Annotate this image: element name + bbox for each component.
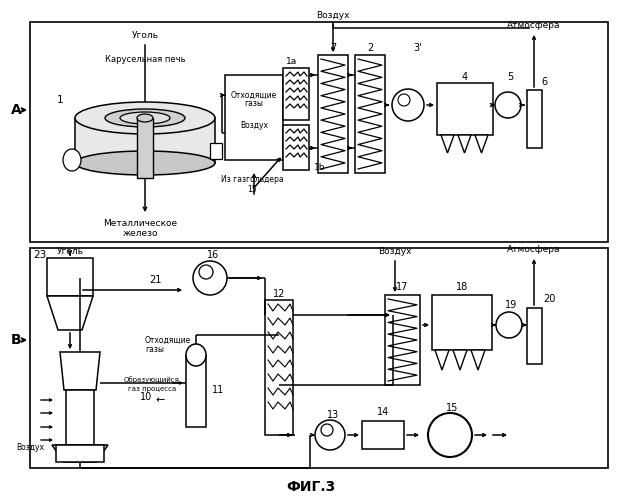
Bar (283, 125, 309, 170)
Text: 15: 15 (446, 403, 458, 413)
Text: Отходящие: Отходящие (231, 90, 277, 100)
Text: Воздух: Воздух (16, 444, 44, 452)
Bar (283, 68, 309, 120)
Bar (432, 295, 492, 350)
Text: 11: 11 (212, 385, 224, 395)
Bar (75, 118, 215, 163)
Circle shape (428, 413, 472, 457)
Text: Атмосфера: Атмосфера (507, 246, 561, 254)
Bar (318, 55, 348, 173)
Polygon shape (453, 350, 467, 370)
Ellipse shape (186, 344, 206, 366)
Bar (527, 90, 542, 148)
Text: Воздух: Воздух (316, 12, 350, 20)
Text: 5: 5 (507, 72, 513, 82)
Bar (437, 83, 493, 135)
Ellipse shape (137, 114, 153, 122)
Bar (210, 143, 222, 159)
Polygon shape (60, 352, 100, 390)
Bar (225, 75, 283, 160)
Text: B: B (11, 333, 21, 347)
Polygon shape (475, 135, 488, 153)
Text: Отходящие: Отходящие (145, 336, 191, 344)
Bar (265, 300, 293, 435)
Bar (385, 295, 420, 385)
Text: 13: 13 (327, 410, 339, 420)
Text: 18: 18 (456, 282, 468, 292)
Text: A: A (11, 103, 21, 117)
Text: Атмосфера: Атмосфера (507, 20, 561, 30)
Polygon shape (52, 445, 108, 462)
Bar (47, 258, 93, 296)
Text: 16: 16 (207, 250, 219, 260)
Ellipse shape (75, 151, 215, 175)
Polygon shape (47, 296, 93, 330)
Text: 1b: 1b (314, 162, 325, 172)
Text: Карусельная печь: Карусельная печь (105, 56, 185, 64)
Text: 3': 3' (413, 43, 422, 53)
Text: газы: газы (245, 100, 264, 108)
Text: 6: 6 (541, 77, 547, 87)
Text: железо: железо (122, 228, 158, 237)
Text: Металлическое: Металлическое (103, 220, 177, 228)
Polygon shape (435, 350, 449, 370)
Text: 7: 7 (330, 43, 336, 53)
Text: Воздух: Воздух (240, 120, 268, 130)
Text: 4: 4 (462, 72, 468, 82)
Circle shape (398, 94, 410, 106)
Text: Уголь: Уголь (57, 248, 83, 256)
Polygon shape (471, 350, 485, 370)
Ellipse shape (120, 112, 170, 124)
Text: 14: 14 (377, 407, 389, 417)
Text: 1: 1 (57, 95, 64, 105)
Circle shape (321, 424, 333, 436)
Bar (137, 118, 153, 178)
Ellipse shape (63, 149, 81, 171)
Text: газы: газы (145, 344, 164, 354)
Circle shape (392, 89, 424, 121)
Circle shape (193, 261, 227, 295)
Text: 20: 20 (543, 294, 555, 304)
Bar (30, 248, 608, 468)
Ellipse shape (75, 102, 215, 134)
Text: газ процесса: газ процесса (128, 386, 176, 392)
Circle shape (199, 265, 213, 279)
Bar (56, 445, 104, 462)
Text: ←: ← (155, 395, 164, 405)
Text: 17: 17 (396, 282, 408, 292)
Ellipse shape (105, 109, 185, 127)
Bar (186, 355, 206, 427)
Text: Уголь: Уголь (131, 30, 158, 40)
Polygon shape (458, 135, 471, 153)
Circle shape (315, 420, 345, 450)
Text: 1a: 1a (287, 58, 298, 66)
Text: 10: 10 (140, 392, 152, 402)
Polygon shape (441, 135, 454, 153)
Text: Образующийся: Образующийся (124, 376, 180, 384)
Text: 12: 12 (273, 289, 285, 299)
Text: Из газгольдера: Из газгольдера (221, 176, 283, 184)
Bar (30, 22, 608, 242)
Bar (527, 308, 542, 364)
Circle shape (495, 92, 521, 118)
Bar (66, 390, 94, 445)
Circle shape (496, 312, 522, 338)
Text: 15: 15 (247, 184, 257, 194)
Text: 21: 21 (149, 275, 161, 285)
Text: 2: 2 (367, 43, 373, 53)
Text: 23: 23 (34, 250, 47, 260)
Bar (362, 421, 404, 449)
Text: 19: 19 (505, 300, 517, 310)
Text: ФИГ.3: ФИГ.3 (287, 480, 336, 494)
Bar (355, 55, 385, 173)
Text: Воздух: Воздух (378, 248, 412, 256)
